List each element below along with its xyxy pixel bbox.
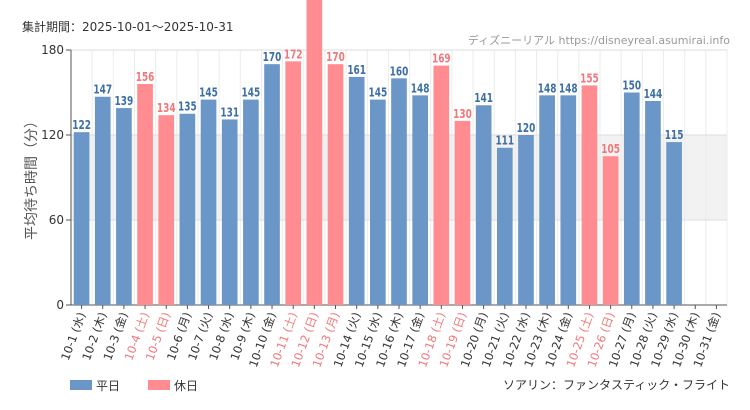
data-label: 161 bbox=[347, 63, 366, 78]
bar bbox=[433, 65, 450, 305]
data-label: 160 bbox=[390, 64, 409, 79]
period-label: 集計期間：2025-10-01～2025-10-31 bbox=[22, 19, 233, 34]
bar bbox=[391, 78, 407, 305]
bar bbox=[645, 101, 661, 305]
data-label: 139 bbox=[115, 94, 134, 109]
bar bbox=[73, 132, 90, 305]
bar bbox=[581, 85, 598, 306]
bar bbox=[666, 142, 682, 305]
bar bbox=[264, 64, 280, 306]
y-tick-label: 0 bbox=[56, 298, 64, 312]
legend: 平日 休日 bbox=[70, 379, 198, 393]
data-label: 141 bbox=[474, 91, 493, 106]
bar bbox=[454, 120, 471, 305]
data-label: 172 bbox=[284, 47, 303, 62]
site-credit: ディズニーリアル https://disneyreal.asumirai.inf… bbox=[468, 33, 730, 47]
bar-overflow bbox=[306, 0, 323, 305]
bar bbox=[560, 95, 577, 305]
bar bbox=[137, 84, 153, 305]
bar bbox=[370, 99, 386, 305]
bar bbox=[285, 61, 302, 306]
y-tick-label: 180 bbox=[41, 43, 64, 57]
legend-swatch-holiday bbox=[148, 380, 170, 390]
legend-swatch-weekday bbox=[70, 380, 92, 390]
bar bbox=[539, 95, 555, 305]
bar bbox=[116, 108, 132, 305]
data-label: 122 bbox=[72, 118, 91, 133]
y-tick-label: 60 bbox=[49, 213, 64, 227]
data-label: 111 bbox=[495, 133, 514, 148]
data-label: 156 bbox=[136, 70, 155, 85]
data-label: 105 bbox=[601, 142, 620, 157]
legend-label-holiday: 休日 bbox=[174, 379, 198, 393]
bar bbox=[221, 119, 238, 306]
data-label: 169 bbox=[432, 51, 451, 66]
bar bbox=[243, 99, 259, 305]
bar bbox=[158, 115, 175, 306]
data-label: 135 bbox=[178, 99, 197, 114]
y-tick-label: 120 bbox=[41, 128, 64, 142]
data-label: 120 bbox=[517, 121, 536, 136]
bar bbox=[348, 76, 365, 306]
data-label: 115 bbox=[665, 128, 684, 143]
data-label: 145 bbox=[368, 85, 387, 100]
bar bbox=[518, 135, 534, 305]
bar bbox=[94, 96, 111, 305]
bar bbox=[327, 64, 344, 306]
data-label: 148 bbox=[411, 81, 430, 96]
bar bbox=[602, 156, 619, 305]
data-label: 130 bbox=[453, 106, 472, 121]
data-label: 147 bbox=[93, 82, 112, 97]
data-label: 170 bbox=[326, 50, 345, 65]
data-label: 150 bbox=[622, 78, 641, 93]
bar bbox=[412, 95, 428, 305]
data-label: 155 bbox=[580, 71, 599, 86]
data-label: 131 bbox=[220, 105, 239, 120]
data-label: 134 bbox=[157, 101, 176, 116]
attraction-name: ソアリン：ファンタスティック・フライト bbox=[503, 378, 730, 392]
legend-label-weekday: 平日 bbox=[96, 379, 120, 393]
bar bbox=[200, 99, 217, 305]
data-label: 144 bbox=[644, 87, 663, 102]
data-label: 148 bbox=[538, 81, 557, 96]
bar bbox=[179, 113, 196, 305]
data-label: 170 bbox=[263, 50, 282, 65]
bar bbox=[623, 92, 640, 305]
data-label: 145 bbox=[242, 85, 261, 100]
data-label: 145 bbox=[199, 85, 218, 100]
bar bbox=[475, 105, 492, 305]
y-axis-title: 平均待ち時間（分） bbox=[24, 114, 40, 240]
data-label: 148 bbox=[559, 81, 578, 96]
bar bbox=[496, 147, 513, 305]
